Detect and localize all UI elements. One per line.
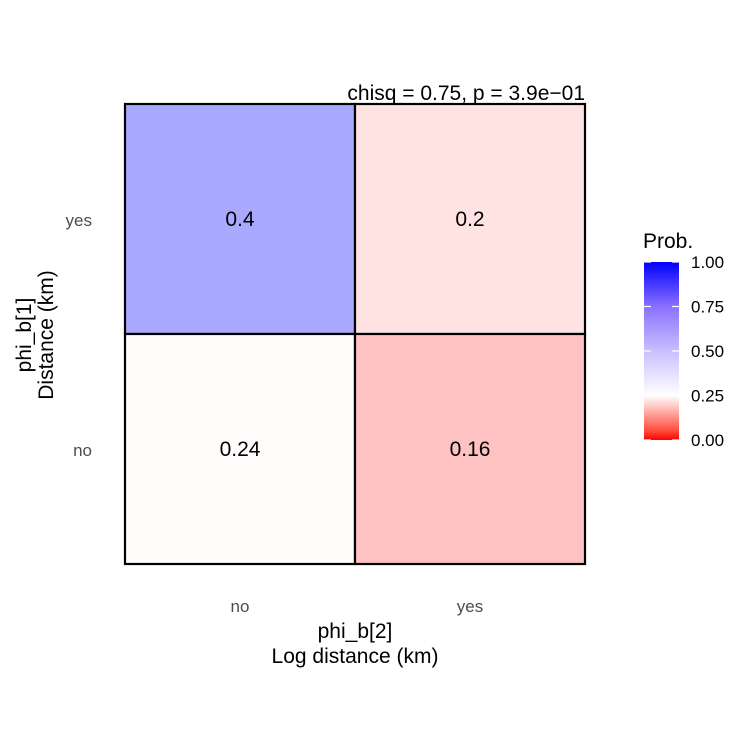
y-tick-label-no: no bbox=[73, 441, 92, 460]
y-axis-title-line2: Distance (km) bbox=[35, 270, 58, 400]
legend-tick-label: 1.00 bbox=[691, 253, 724, 272]
heatmap-cell-yes-yes bbox=[353, 102, 587, 336]
cell-value-label: 0.24 bbox=[220, 438, 261, 461]
x-tick-label-yes: yes bbox=[457, 597, 483, 616]
color-legend: Prob. 1.00 0.75 0.50 0.25 0.00 bbox=[643, 230, 724, 450]
cell-value-label: 0.16 bbox=[450, 438, 491, 461]
y-tick-labels: yes no bbox=[66, 211, 92, 460]
cell-value-label: 0.4 bbox=[225, 208, 255, 231]
x-tick-label-no: no bbox=[231, 597, 250, 616]
heatmap-cell-no-yes bbox=[353, 332, 587, 566]
x-tick-labels: no yes bbox=[231, 597, 484, 616]
heatmap-cell-no-no bbox=[123, 332, 357, 566]
legend-tick-label: 0.00 bbox=[691, 431, 724, 450]
heatmap-cell-yes-no bbox=[123, 102, 357, 336]
legend-ticks: 1.00 0.75 0.50 0.25 0.00 bbox=[644, 253, 724, 450]
x-axis-title-line1: phi_b[2] bbox=[318, 620, 393, 643]
cell-value-label: 0.2 bbox=[455, 208, 484, 231]
legend-tick-label: 0.25 bbox=[691, 387, 724, 406]
legend-title: Prob. bbox=[643, 230, 693, 253]
heatmap-cells: 0.4 0.2 0.24 0.16 bbox=[123, 102, 587, 566]
x-axis-title-line2: Log distance (km) bbox=[272, 645, 439, 668]
legend-tick-label: 0.50 bbox=[691, 342, 724, 361]
legend-tick-label: 0.75 bbox=[691, 298, 724, 317]
chisq-annotation: chisq = 0.75, p = 3.9e−01 bbox=[347, 82, 585, 105]
y-axis-title-line1: phi_b[1] bbox=[13, 298, 36, 373]
y-tick-label-yes: yes bbox=[66, 211, 92, 230]
